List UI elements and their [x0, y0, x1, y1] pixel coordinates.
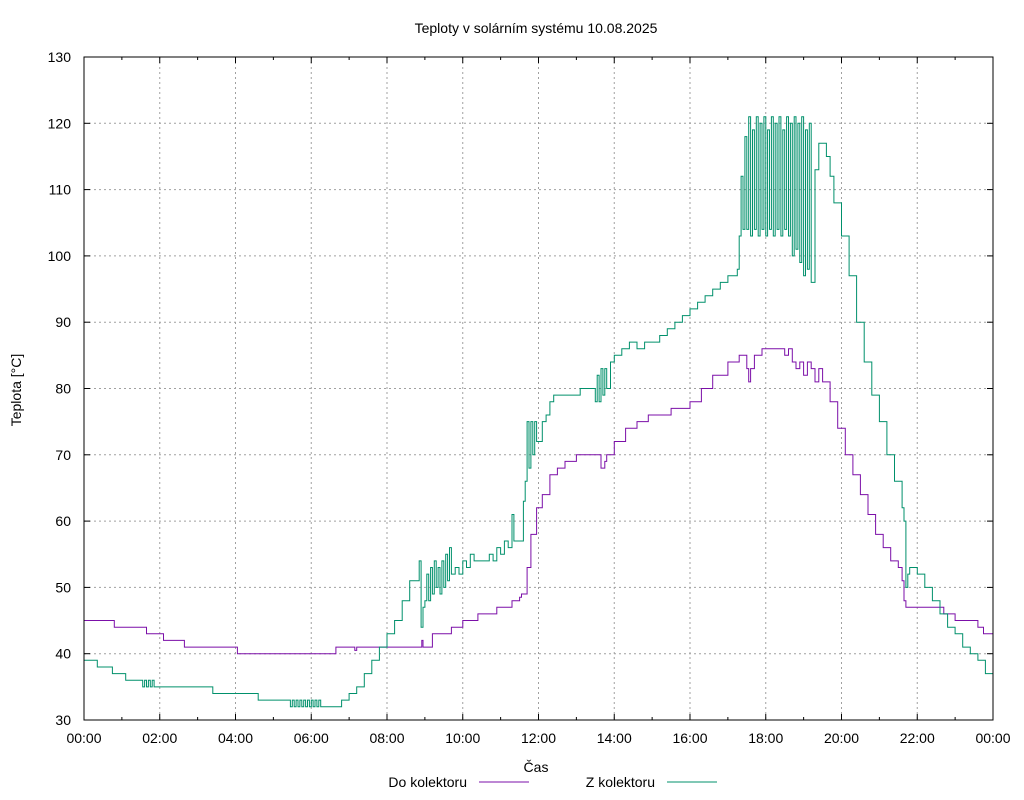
x-tick-label: 12:00: [521, 730, 556, 746]
x-tick-label: 18:00: [748, 730, 783, 746]
x-tick-label: 10:00: [445, 730, 480, 746]
x-tick-label: 20:00: [824, 730, 859, 746]
x-tick-label: 00:00: [66, 730, 101, 746]
x-tick-label: 02:00: [142, 730, 177, 746]
x-tick-label: 00:00: [975, 730, 1010, 746]
series-line-z-kolektoru: [84, 116, 994, 708]
y-tick-label: 90: [55, 314, 71, 330]
legend: Do kolektoru Z kolektoru: [388, 774, 717, 790]
y-tick-label: 60: [55, 513, 71, 529]
y-tick-label: 50: [55, 579, 71, 595]
y-tick-label: 80: [55, 381, 71, 397]
x-tick-label: 06:00: [294, 730, 329, 746]
y-tick-label: 70: [55, 447, 71, 463]
y-tick-label: 40: [55, 646, 71, 662]
y-tick-label: 130: [48, 49, 72, 65]
y-axis-label: Teplota [°C]: [8, 354, 24, 427]
legend-label-z-kolektoru: Z kolektoru: [586, 774, 655, 790]
legend-label-do-kolektoru: Do kolektoru: [388, 774, 467, 790]
chart-title: Teploty v solárním systému 10.08.2025: [415, 20, 658, 36]
x-tick-label: 16:00: [672, 730, 707, 746]
series-line-do-kolektoru: [84, 348, 993, 655]
x-tick-label: 04:00: [218, 730, 253, 746]
y-tick-label: 100: [48, 248, 72, 264]
series-group: [84, 116, 994, 708]
y-tick-label: 120: [48, 115, 72, 131]
grid: [84, 57, 993, 720]
y-tick-label: 30: [55, 712, 71, 728]
axis-ticks: 30 40 50 60 70 80 90 100 110 120 130 00:00 02:00 04:0…: [48, 49, 1011, 746]
plot-frame: [83, 56, 994, 721]
x-tick-label: 08:00: [369, 730, 404, 746]
x-tick-label: 14:00: [597, 730, 632, 746]
x-tick-label: 22:00: [900, 730, 935, 746]
y-tick-label: 110: [49, 182, 72, 198]
x-axis-label: Čas: [524, 759, 549, 775]
